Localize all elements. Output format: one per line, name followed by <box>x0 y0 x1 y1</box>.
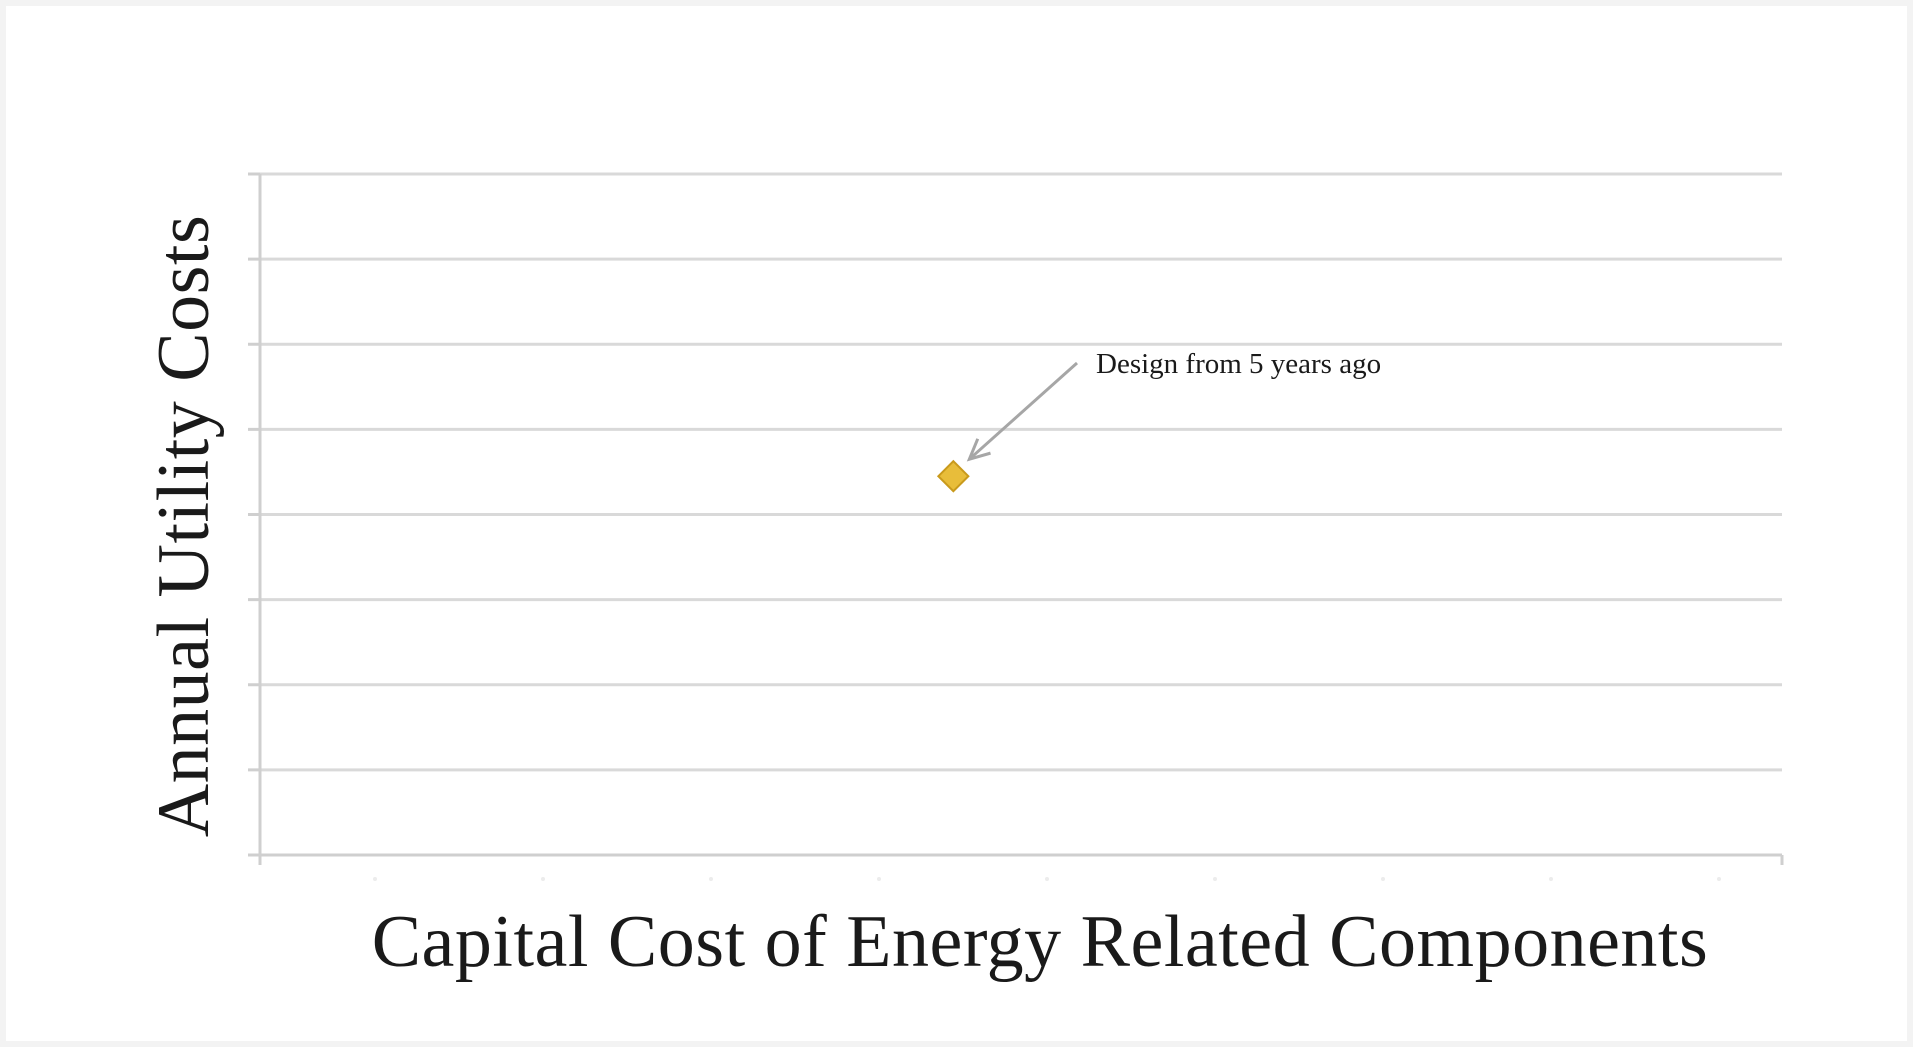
y-axis-title: Annual Utility Costs <box>143 214 225 838</box>
data-marks <box>936 459 970 493</box>
x-tick-7 <box>1381 877 1385 881</box>
x-tick-8 <box>1549 877 1553 881</box>
x-tick-9 <box>1717 877 1721 881</box>
x-tick-6 <box>1213 877 1217 881</box>
x-tick-2 <box>541 877 545 881</box>
x-tick-1 <box>373 877 377 881</box>
annotation-label: Design from 5 years ago <box>1096 348 1382 380</box>
x-axis-title: Capital Cost of Energy Related Component… <box>371 901 1709 983</box>
data-point-diamond-0-0 <box>936 459 970 493</box>
x-tick-5 <box>1045 877 1049 881</box>
annotation-arrow-layer <box>966 361 1078 462</box>
annotation-arrow-head <box>966 438 991 462</box>
axes <box>248 172 1784 881</box>
gridlines <box>260 172 1782 772</box>
annotation-arrow-shaft <box>968 361 1078 461</box>
x-tick-4 <box>877 877 881 881</box>
x-tick-3 <box>709 877 713 881</box>
